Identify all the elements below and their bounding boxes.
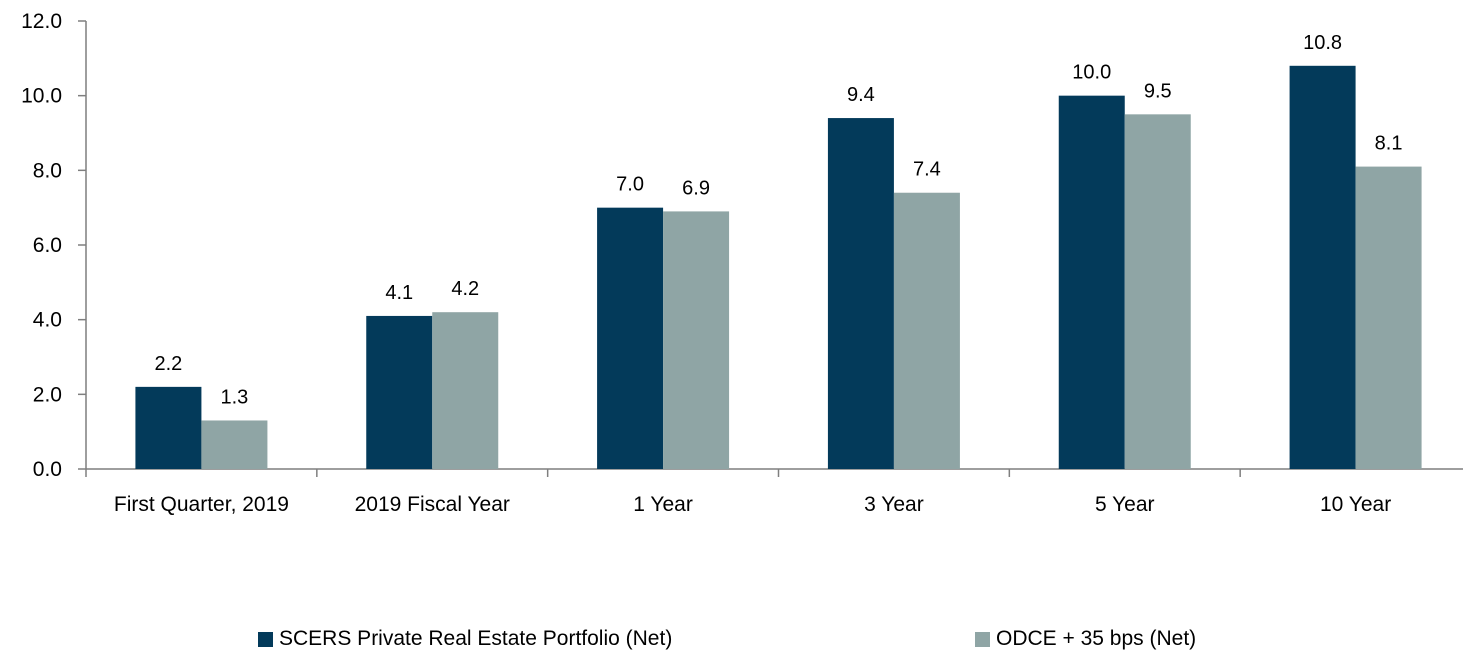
y-axis: 0.0 2.0 4.0 6.0 8.0 10.0 12.0 [21,10,87,481]
bar-series-2 [1124,114,1191,469]
legend-swatch-series-2 [975,631,990,647]
bar-series-1 [1289,65,1356,470]
y-tick-label: 8.0 [33,159,62,182]
x-category-label: 2019 Fiscal Year [355,493,510,516]
bars [135,65,1422,470]
x-category-label: 5 Year [1095,493,1155,516]
data-label-series-1: 7.0 [616,174,644,196]
y-tick-label: 12.0 [21,10,62,33]
bar-series-1 [827,118,894,470]
legend-label-series-1: SCERS Private Real Estate Portfolio (Net… [279,627,673,650]
bar-series-2 [893,192,960,469]
data-label-series-2: 9.5 [1144,80,1172,102]
y-tick-label: 0.0 [33,458,62,481]
bar-series-1 [135,386,202,469]
legend-swatch-series-1 [258,631,273,647]
data-label-series-1: 10.8 [1303,32,1342,54]
data-label-series-2: 8.1 [1375,133,1403,155]
y-tick-label: 6.0 [33,234,62,257]
legend-label-series-2: ODCE + 35 bps (Net) [996,627,1197,650]
data-labels: 2.2 1.3 4.1 4.2 7.0 6.9 9.4 7.4 10.0 9.5 10.8 8.1 [155,32,1403,409]
x-category-label: 10 Year [1320,493,1391,516]
bar-series-2 [1355,166,1422,469]
x-axis: First Quarter, 2019 2019 Fiscal Year 1 Yea… [85,468,1463,516]
bar-series-1 [1058,95,1125,470]
bar-series-2 [432,312,499,469]
bar-series-1 [597,207,664,469]
data-label-series-1: 10.0 [1072,62,1111,84]
x-category-label: 3 Year [864,493,924,516]
data-label-series-1: 2.2 [155,353,183,375]
data-label-series-2: 1.3 [221,386,249,408]
bar-series-1 [366,315,433,469]
legend-item-series-1: SCERS Private Real Estate Portfolio (Net… [258,627,672,651]
bar-series-2 [201,420,268,469]
bar-chart: 0.0 2.0 4.0 6.0 8.0 10.0 12.0 First Quarter, 2… [21,10,1463,516]
legend-item-series-2: ODCE + 35 bps (Net) [975,627,1196,651]
data-label-series-2: 7.4 [913,159,941,181]
data-label-series-2: 6.9 [682,177,710,199]
data-label-series-2: 4.2 [451,278,479,300]
x-category-label: 1 Year [633,493,693,516]
data-label-series-1: 9.4 [847,84,875,106]
y-tick-label: 4.0 [33,309,62,332]
y-tick-label: 10.0 [21,85,62,108]
bar-series-2 [663,211,730,469]
legend: SCERS Private Real Estate Portfolio (Net… [0,627,1463,653]
y-tick-label: 2.0 [33,383,62,406]
x-category-label: First Quarter, 2019 [114,493,289,516]
data-label-series-1: 4.1 [385,282,413,304]
